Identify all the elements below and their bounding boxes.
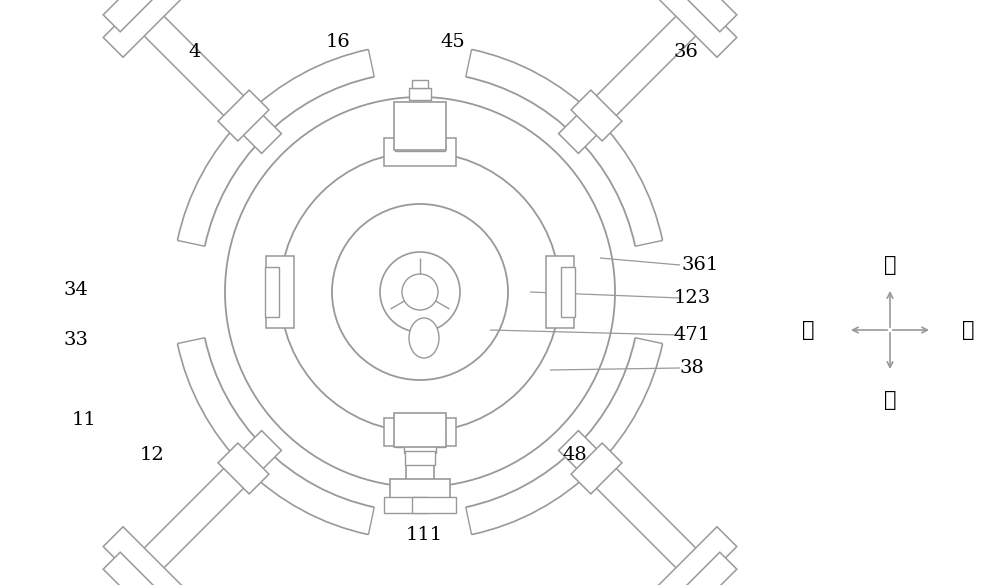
Text: 361: 361: [681, 256, 719, 274]
Polygon shape: [571, 443, 622, 494]
Bar: [412, 80, 428, 88]
Text: 471: 471: [673, 326, 711, 344]
Text: 上: 上: [884, 255, 896, 275]
Bar: [412, 497, 456, 513]
Text: 11: 11: [72, 411, 96, 429]
Text: 4: 4: [189, 43, 201, 61]
Text: 33: 33: [64, 331, 88, 349]
Circle shape: [280, 152, 560, 432]
Bar: [384, 497, 428, 513]
Bar: [394, 413, 446, 447]
Bar: [394, 102, 446, 150]
Bar: [265, 267, 279, 317]
Text: 右: 右: [962, 320, 974, 340]
Bar: [384, 418, 456, 446]
Text: 48: 48: [563, 446, 587, 464]
Polygon shape: [218, 443, 269, 494]
Polygon shape: [103, 526, 185, 585]
Text: 12: 12: [140, 446, 164, 464]
Bar: [561, 267, 575, 317]
Circle shape: [225, 97, 615, 487]
Bar: [408, 453, 432, 463]
Polygon shape: [680, 0, 737, 32]
Circle shape: [402, 274, 438, 310]
Text: 左: 左: [802, 320, 814, 340]
Bar: [390, 479, 450, 501]
Text: 45: 45: [441, 33, 465, 51]
Polygon shape: [655, 0, 737, 57]
Polygon shape: [571, 90, 622, 141]
Polygon shape: [655, 526, 737, 585]
Polygon shape: [680, 552, 737, 585]
Bar: [405, 451, 435, 465]
Polygon shape: [559, 431, 706, 577]
Ellipse shape: [409, 318, 439, 358]
Polygon shape: [559, 6, 706, 153]
Polygon shape: [134, 431, 281, 577]
Polygon shape: [134, 6, 281, 153]
Text: 38: 38: [680, 359, 704, 377]
Text: 34: 34: [64, 281, 88, 299]
Polygon shape: [218, 90, 269, 141]
Polygon shape: [103, 0, 160, 32]
Circle shape: [380, 252, 460, 332]
Bar: [395, 433, 445, 448]
Bar: [546, 256, 574, 328]
Text: 111: 111: [405, 526, 443, 544]
Circle shape: [332, 204, 508, 380]
Bar: [395, 137, 445, 150]
Bar: [409, 88, 431, 100]
Bar: [266, 256, 294, 328]
Text: 下: 下: [884, 390, 896, 410]
Bar: [384, 138, 456, 166]
Polygon shape: [103, 0, 185, 57]
Bar: [404, 439, 436, 453]
Text: 123: 123: [673, 289, 711, 307]
Text: 36: 36: [674, 43, 698, 61]
Text: 16: 16: [326, 33, 350, 51]
Polygon shape: [103, 552, 160, 585]
